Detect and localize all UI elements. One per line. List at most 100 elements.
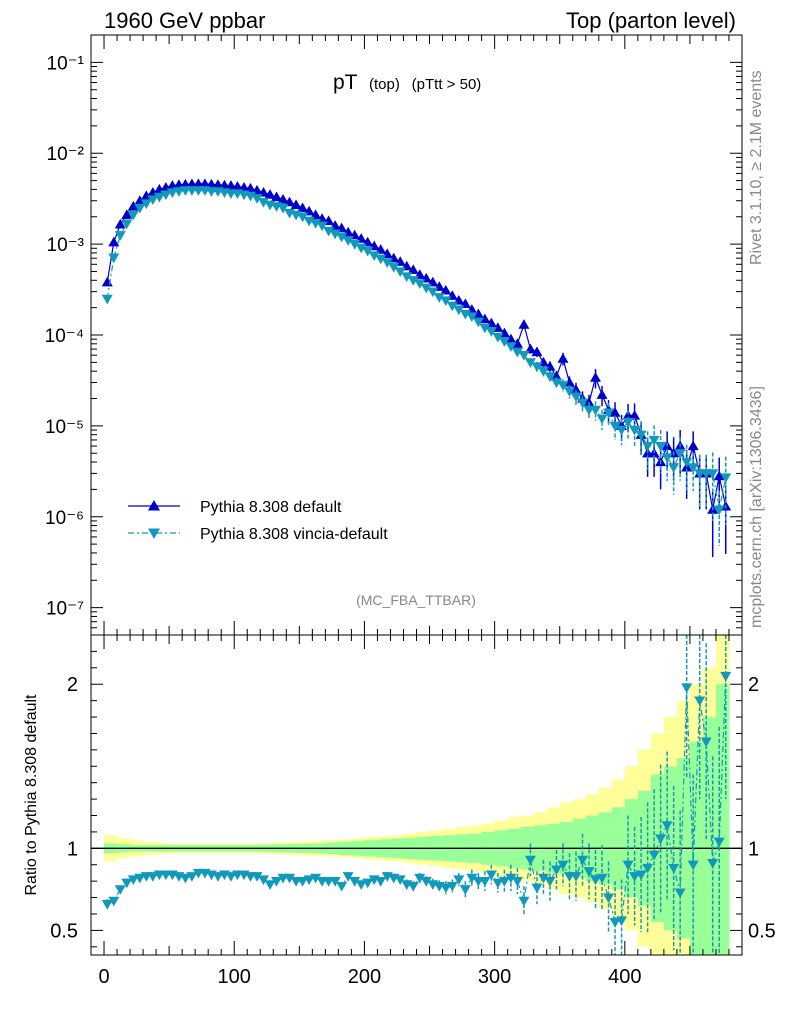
data-point (284, 196, 296, 207)
data-point (609, 407, 621, 417)
data-point (394, 267, 406, 277)
ratio-point (674, 888, 686, 899)
ratio-point (661, 821, 673, 831)
data-point (114, 218, 126, 229)
data-point (720, 473, 732, 484)
data-point (401, 272, 413, 283)
ratio-point (134, 873, 146, 884)
data-point (108, 236, 120, 247)
data-point (590, 372, 602, 382)
data-point (140, 199, 152, 209)
data-point (583, 397, 595, 407)
data-point (316, 221, 328, 232)
ratio-point (329, 877, 341, 887)
data-point (388, 262, 400, 273)
data-point (173, 187, 185, 197)
rivet-label: Rivet 3.1.10, ≥ 2.1M events (748, 70, 765, 265)
ratio-point (498, 877, 510, 887)
main-frame (90, 34, 743, 636)
ratio-point (453, 875, 465, 886)
data-point (108, 253, 120, 264)
data-point (134, 195, 146, 205)
data-point (524, 358, 536, 368)
data-point (681, 457, 693, 468)
ratio-point (485, 870, 497, 881)
ratio-point (687, 860, 699, 871)
data-point (492, 332, 504, 343)
legend-marker (148, 528, 160, 539)
data-point (518, 351, 530, 361)
data-point (101, 276, 113, 287)
ratio-point (362, 878, 374, 889)
data-point (668, 463, 680, 473)
data-point (101, 294, 113, 305)
ratio-point (127, 875, 139, 886)
ratio-point (505, 873, 517, 884)
x-tick-label: 300 (478, 966, 511, 988)
main-y-axis: 10⁻⁷ 10⁻⁶ 10⁻⁵ 10⁻⁴ 10⁻³ 10⁻² 10⁻¹ (45, 34, 742, 636)
main-panel: 10⁻⁷ 10⁻⁶ 10⁻⁵ 10⁻⁴ 10⁻³ 10⁻² 10⁻¹ pT (top) (p… (45, 34, 743, 636)
data-point (147, 195, 159, 205)
main-plot-area (101, 178, 732, 558)
ratio-point (518, 896, 530, 907)
ratio-point (303, 875, 315, 886)
data-point (707, 469, 719, 479)
data-point (485, 327, 497, 337)
ratio-point (648, 850, 660, 861)
data-point (472, 308, 484, 319)
data-point (603, 408, 615, 419)
data-point (407, 276, 419, 286)
ratio-point (349, 877, 361, 887)
data-point (629, 410, 641, 420)
ratio-point (394, 875, 406, 886)
ratio-point (713, 837, 725, 848)
x-tick-label: 100 (218, 966, 251, 988)
data-point (550, 370, 562, 381)
ratio-point (114, 885, 126, 895)
ratio-point (459, 885, 471, 895)
data-point (713, 470, 725, 481)
legend-label: Pythia 8.308 vincia-default (200, 526, 388, 543)
series-line (106, 183, 727, 510)
ratio-point (700, 737, 712, 748)
ratio-point (147, 872, 159, 882)
data-point (570, 392, 582, 403)
ratio-point (420, 877, 432, 887)
ratio-panel: 0.5 0.5 1 1 2 2 0 100 200 300 400 Ratio to Pythia… (23, 634, 776, 988)
ratio-point (342, 872, 354, 882)
y-tick-label: 2 (67, 674, 78, 696)
main-x-ticks (90, 35, 743, 635)
data-point (616, 425, 628, 436)
ratio-point (629, 872, 641, 882)
data-point (622, 417, 634, 428)
header-left: 1960 GeV ppbar (104, 8, 265, 33)
main-title-main: pT (333, 71, 358, 94)
data-point (472, 317, 484, 328)
data-point (271, 191, 283, 202)
ratio-point (186, 872, 198, 882)
ratio-point (297, 877, 309, 887)
ratio-point (609, 918, 621, 928)
ratio-point (616, 916, 628, 927)
data-point (577, 398, 589, 409)
ratio-point (121, 878, 133, 889)
data-point (563, 387, 575, 397)
y-tick-label-right: 1 (748, 838, 759, 860)
ratio-point (557, 860, 569, 871)
y-tick-label-right: 2 (748, 674, 759, 696)
data-point (440, 296, 452, 306)
y-tick-label: 10⁻⁶ (45, 508, 84, 529)
data-point (674, 449, 686, 459)
ratio-point (492, 878, 504, 889)
data-point (661, 453, 673, 463)
data-point (511, 338, 523, 348)
data-point (687, 463, 699, 473)
ratio-point (310, 873, 322, 884)
data-point (511, 347, 523, 358)
data-point (127, 200, 139, 211)
analysis-label: (MC_FBA_TTBAR) (356, 592, 476, 608)
data-point (479, 323, 491, 334)
y-tick-label: 10⁻³ (47, 235, 85, 256)
data-point (440, 284, 452, 295)
ratio-point (258, 875, 270, 886)
